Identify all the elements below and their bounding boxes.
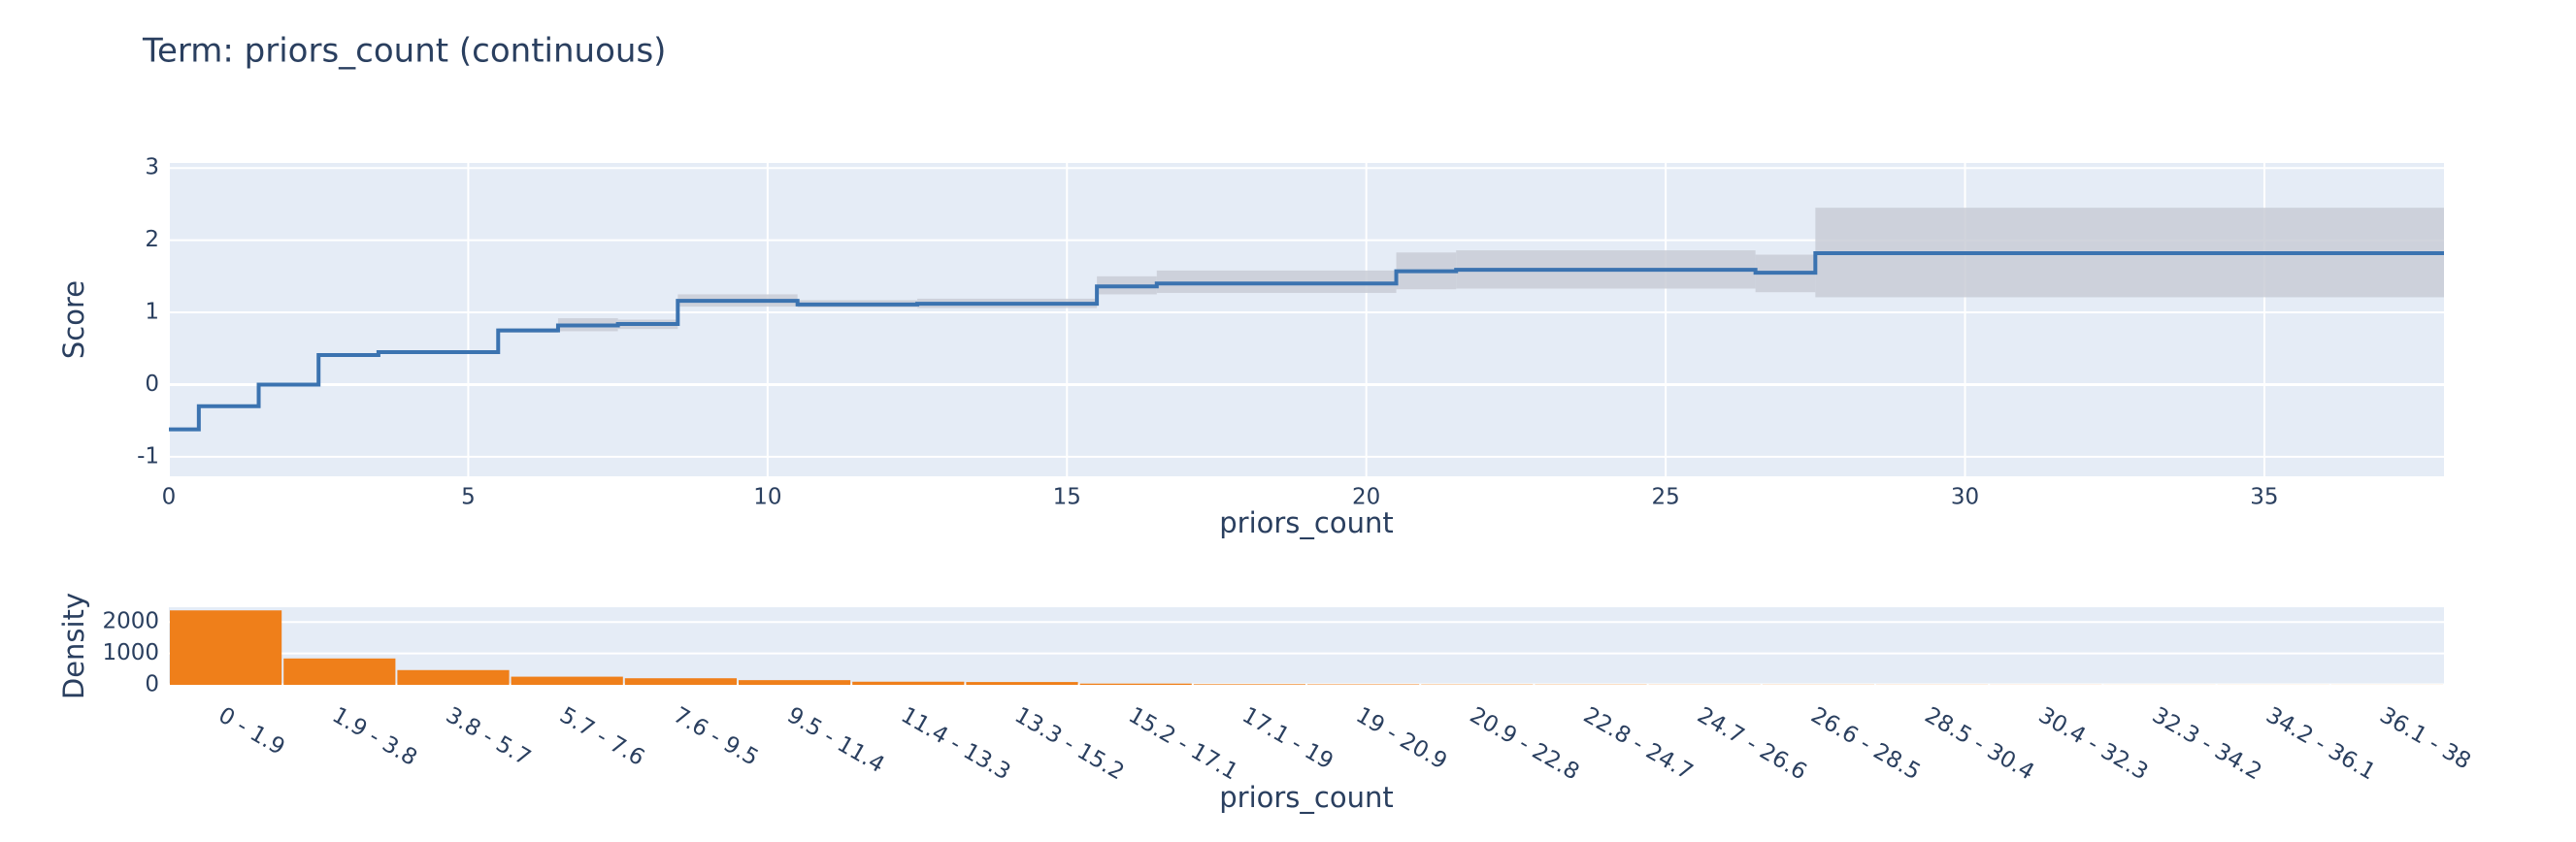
bar [1193,684,1305,685]
x-tick-label: 34.2 - 36.1 [2262,702,2380,785]
y-tick-label: 1000 [102,640,159,665]
x-tick-label: 3.8 - 5.7 [442,702,535,771]
x-tick-label: 15 [1053,485,1081,510]
x-tick-label: 30.4 - 32.3 [2034,702,2153,785]
score-line [169,251,2444,432]
bar [1079,683,1192,685]
y-axis-title: Score [57,280,90,359]
bar [852,681,965,685]
x-tick-label: 24.7 - 26.6 [1693,702,1811,785]
x-tick-label: 35 [2250,485,2278,510]
bar [624,678,737,685]
x-tick-label: 17.1 - 19 [1238,702,1338,774]
x-tick-label: 13.3 - 15.2 [1010,702,1129,785]
x-tick-label: 32.3 - 34.2 [2148,702,2266,785]
x-axis-title: priors_count [1219,781,1393,814]
x-tick-label: 9.5 - 11.4 [782,702,888,778]
plot-background [169,607,2444,685]
x-tick-label: 0 - 1.9 [214,702,288,761]
y-tick-label: 0 [145,372,159,397]
x-tick-label: 28.5 - 30.4 [1920,702,2038,785]
bar [966,682,1078,685]
y-tick-label: 0 [145,672,159,697]
x-tick-label: 20.9 - 22.8 [1466,702,1584,785]
x-tick-label: 0 [162,485,177,510]
x-tick-label: 15.2 - 17.1 [1124,702,1242,785]
x-tick-label: 7.6 - 9.5 [669,702,762,771]
bar [739,680,851,685]
x-tick-label: 19 - 20.9 [1351,702,1451,774]
x-tick-label: 26.6 - 28.5 [1806,702,1925,785]
x-axis-title: priors_count [1219,506,1393,539]
chart-title: Term: priors_count (continuous) [142,32,666,71]
y-tick-label: 2000 [102,609,159,634]
y-axis-title: Density [57,593,90,699]
bar [170,610,282,685]
y-tick-label: 1 [145,300,159,325]
x-tick-label: 25 [1651,485,1679,510]
bar [283,658,396,685]
bar [511,676,623,685]
x-tick-label: 5 [461,485,476,510]
y-tick-label: 2 [145,227,159,252]
x-tick-label: 11.4 - 13.3 [897,702,1015,785]
x-tick-label: 10 [753,485,781,510]
y-tick-label: -1 [137,443,159,469]
x-tick-label: 36.1 - 38 [2375,702,2475,774]
y-tick-label: 3 [145,155,159,180]
x-tick-label: 22.8 - 24.7 [1579,702,1698,785]
x-tick-label: 1.9 - 3.8 [328,702,421,771]
x-tick-label: 30 [1951,485,1979,510]
bar [397,669,510,685]
x-tick-label: 20 [1352,485,1380,510]
x-tick-label: 5.7 - 7.6 [555,702,648,771]
